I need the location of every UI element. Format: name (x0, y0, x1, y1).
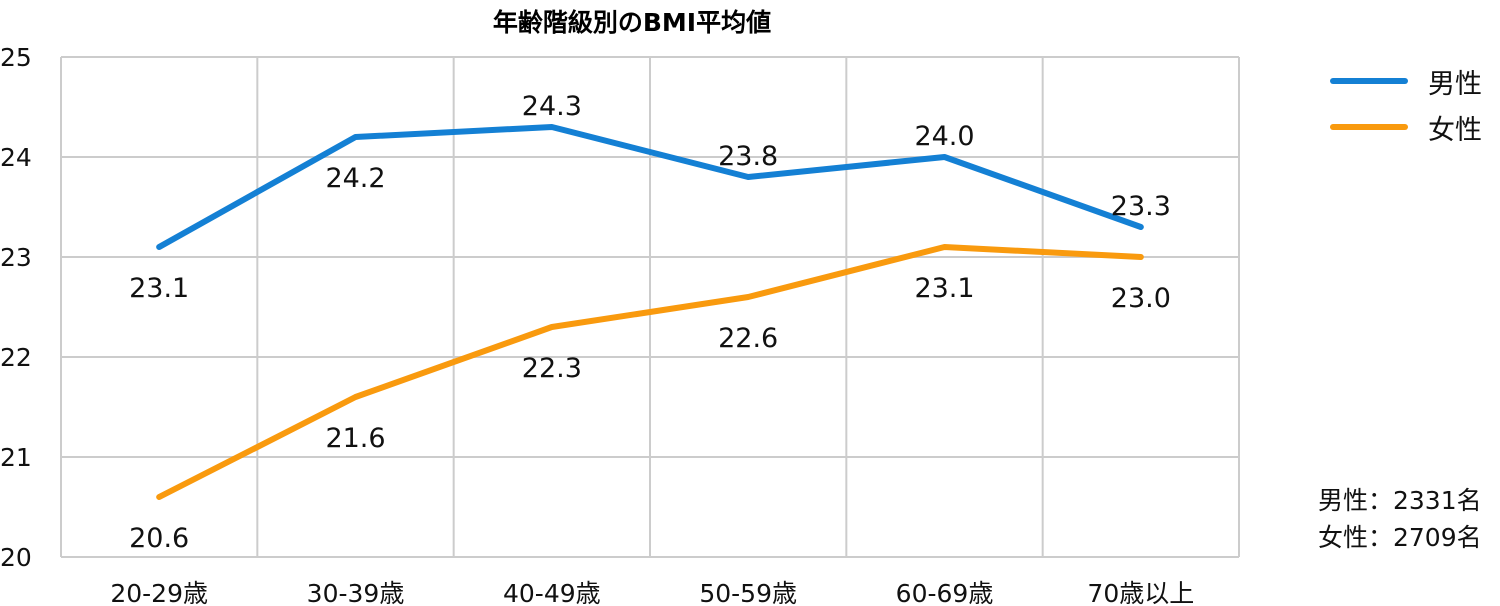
x-tick-label: 50-59歳 (699, 579, 797, 606)
y-axis: 20 21 22 23 24 25 (0, 43, 32, 572)
grid (60, 56, 1240, 558)
legend-label-female: 女性 (1428, 114, 1482, 146)
data-label: 24.0 (914, 121, 974, 152)
legend-line-male-icon (1330, 78, 1408, 84)
x-tick-label: 30-39歳 (307, 579, 405, 606)
legend: 男性 女性 (1330, 58, 1482, 150)
male-count: 男性：2331名 (1318, 486, 1482, 515)
data-label: 22.3 (522, 353, 582, 384)
data-label: 20.6 (129, 523, 189, 554)
data-label: 23.1 (129, 273, 189, 304)
x-tick-label: 20-29歳 (110, 579, 208, 606)
data-labels: 23.1 24.2 24.3 23.8 24.0 23.3 20.6 21.6 22.3 22.6… (129, 91, 1171, 554)
y-tick-label: 24 (0, 143, 32, 172)
x-tick-label: 70歳以上 (1087, 579, 1194, 606)
y-tick-label: 20 (0, 543, 32, 572)
series-lines (156, 124, 1144, 500)
data-label: 23.0 (1111, 283, 1171, 314)
data-label: 24.2 (325, 163, 385, 194)
data-label: 23.8 (718, 141, 778, 172)
female-count: 女性：2709名 (1318, 523, 1482, 552)
legend-line-female-icon (1330, 124, 1408, 130)
legend-item-female: 女性 (1330, 104, 1482, 150)
data-label: 23.1 (914, 273, 974, 304)
y-tick-label: 23 (0, 243, 32, 272)
legend-label-male: 男性 (1428, 68, 1482, 100)
data-label: 24.3 (522, 91, 582, 122)
series-line-0 (156, 124, 1144, 250)
chart-title: 年齢階級別のBMI平均値 (493, 8, 771, 37)
data-label: 22.6 (718, 323, 778, 354)
legend-item-male: 男性 (1330, 58, 1482, 104)
sample-counts: 男性：2331名 女性：2709名 (1318, 482, 1482, 556)
y-tick-label: 22 (0, 343, 32, 372)
y-tick-label: 21 (0, 443, 32, 472)
y-tick-label: 25 (0, 43, 32, 72)
x-tick-label: 40-49歳 (503, 579, 601, 606)
series-line-1 (156, 244, 1144, 500)
data-label: 21.6 (325, 423, 385, 454)
data-label: 23.3 (1111, 191, 1171, 222)
x-tick-label: 60-69歳 (896, 579, 994, 606)
x-axis: 20-29歳 30-39歳 40-49歳 50-59歳 60-69歳 70歳以上 (110, 579, 1194, 606)
